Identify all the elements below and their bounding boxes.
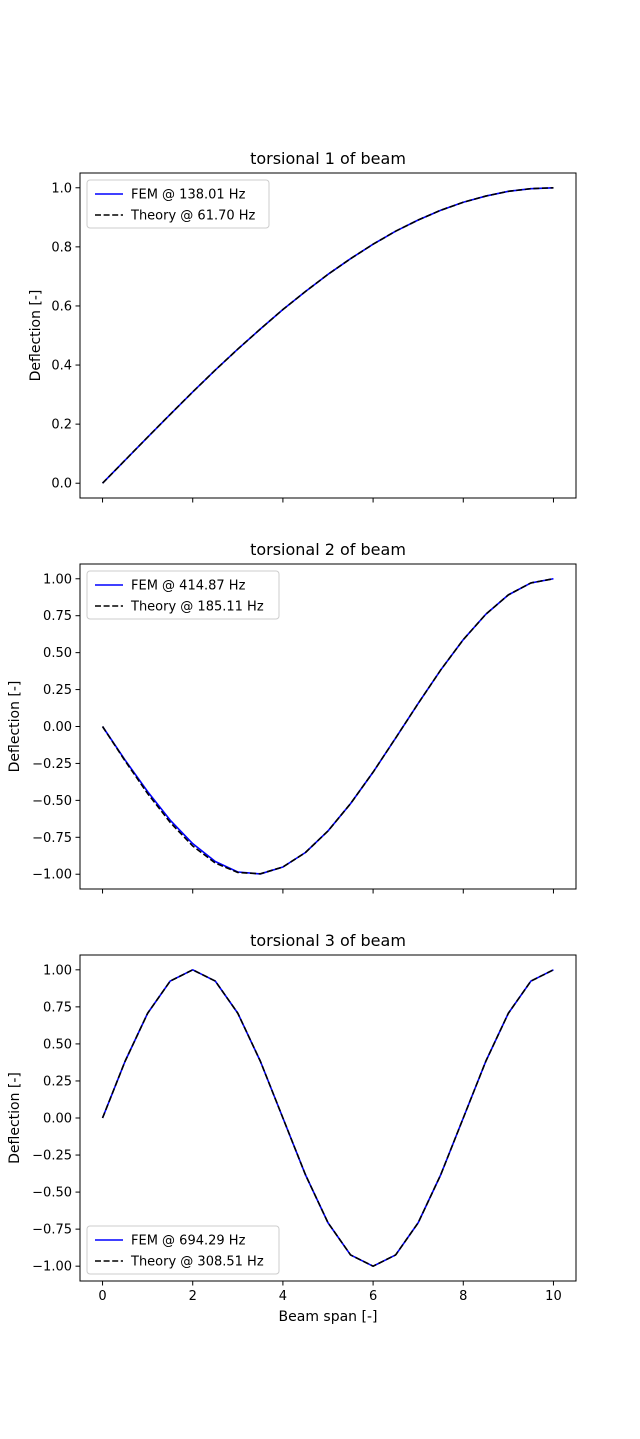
y-tick-label: 0.6 xyxy=(51,299,72,314)
series-line-theory xyxy=(101,969,554,1267)
y-tick-label: 1.00 xyxy=(43,963,72,978)
y-tick-label: −0.50 xyxy=(32,794,72,809)
legend: FEM @ 694.29 Hz Theory @ 308.51 Hz xyxy=(86,1225,280,1275)
y-tick-label: −0.75 xyxy=(32,1223,72,1238)
legend-label-fem: FEM @ 414.87 Hz xyxy=(131,579,246,594)
legend-box xyxy=(86,1225,280,1275)
y-tick-label: 0.50 xyxy=(43,1037,72,1052)
y-axis-label: Deflection [-] xyxy=(7,1072,23,1164)
legend-label-fem: FEM @ 694.29 Hz xyxy=(131,1234,246,1249)
y-axis-label: Deflection [-] xyxy=(7,681,23,773)
y-axis-label: Deflection [-] xyxy=(28,290,44,382)
y-tick-label: 0.00 xyxy=(43,1112,72,1127)
x-tick-label: 10 xyxy=(545,1289,562,1304)
y-tick-label: 0.8 xyxy=(51,240,72,255)
chart-title: torsional 1 of beam xyxy=(250,149,406,168)
legend-label-theory: Theory @ 185.11 Hz xyxy=(130,600,264,615)
x-tick-label: 8 xyxy=(459,1289,467,1304)
chart-title: torsional 3 of beam xyxy=(250,931,406,950)
subplot-1: torsional 1 of beam 0.0 0.2 0.4 0.6 0.8 1.0 Def… xyxy=(28,149,577,503)
y-tick-label: 0.25 xyxy=(43,1074,72,1089)
legend-box xyxy=(86,570,280,620)
legend: FEM @ 138.01 Hz Theory @ 61.70 Hz xyxy=(86,179,270,229)
y-tick-label: 0.4 xyxy=(51,359,72,374)
subplot-2: torsional 2 of beam −1.00 −0.75 −0.50 −0.25 0… xyxy=(7,540,577,894)
series-line-fem xyxy=(101,969,554,1267)
y-tick-label: −0.25 xyxy=(32,757,72,772)
series-line-fem xyxy=(101,186,554,484)
x-tick-label: 2 xyxy=(189,1289,197,1304)
y-tick-label: 0.25 xyxy=(43,683,72,698)
x-tick-label: 6 xyxy=(369,1289,377,1304)
legend-label-fem: FEM @ 138.01 Hz xyxy=(131,188,246,203)
y-tick-label: 0.00 xyxy=(43,720,72,735)
y-tick-label: 1.00 xyxy=(43,572,72,587)
y-tick-label: 0.2 xyxy=(51,418,72,433)
chart-title: torsional 2 of beam xyxy=(250,540,406,559)
legend-box xyxy=(86,179,270,229)
legend-label-theory: Theory @ 308.51 Hz xyxy=(130,1255,264,1270)
series-line-fem xyxy=(101,577,554,875)
y-tick-label: 1.0 xyxy=(51,181,72,196)
legend-label-theory: Theory @ 61.70 Hz xyxy=(130,209,256,224)
legend: FEM @ 414.87 Hz Theory @ 185.11 Hz xyxy=(86,570,280,620)
y-tick-label: 0.75 xyxy=(43,609,72,624)
y-tick-label: −0.25 xyxy=(32,1149,72,1164)
axes-frame xyxy=(79,172,577,499)
y-tick-label: 0.50 xyxy=(43,646,72,661)
y-tick-label: −1.00 xyxy=(32,868,72,883)
y-tick-label: −0.75 xyxy=(32,831,72,846)
y-tick-label: −1.00 xyxy=(32,1260,72,1275)
y-tick-label: 0.75 xyxy=(43,1000,72,1015)
series-line-theory xyxy=(101,577,554,875)
y-tick-label: −0.50 xyxy=(32,1186,72,1201)
x-tick-label: 0 xyxy=(98,1289,106,1304)
x-tick-label: 4 xyxy=(279,1289,287,1304)
y-tick-label: 0.0 xyxy=(51,477,72,492)
x-axis-label: Beam span [-] xyxy=(279,1309,378,1325)
subplot-3: torsional 3 of beam −1.00 −0.75 −0.50 −0.25 0… xyxy=(7,931,577,1325)
series-line-theory xyxy=(101,186,554,484)
